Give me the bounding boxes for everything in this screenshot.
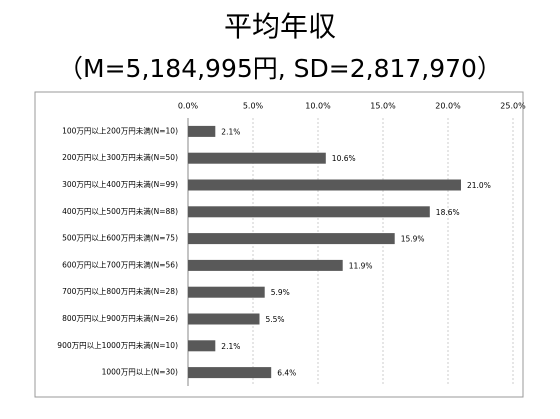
category-label: 800万円以上900万円未満(N=26) bbox=[62, 313, 178, 323]
value-label: 5.9% bbox=[271, 288, 290, 297]
x-tick-label: 10.0% bbox=[305, 102, 331, 111]
bar bbox=[188, 152, 326, 164]
bar bbox=[188, 313, 260, 325]
category-label: 600万円以上700万円未満(N=56) bbox=[62, 259, 178, 269]
category-label: 1000万円以上(N=30) bbox=[102, 368, 178, 377]
bar bbox=[188, 367, 272, 379]
bar bbox=[188, 125, 216, 137]
bar bbox=[188, 286, 265, 298]
bar bbox=[188, 259, 343, 271]
x-tick-label: 15.0% bbox=[370, 102, 396, 111]
category-label: 300万円以上400万円未満(N=99) bbox=[62, 179, 178, 189]
bar bbox=[188, 206, 430, 218]
value-label: 10.6% bbox=[332, 154, 356, 163]
x-tick-label: 25.0% bbox=[500, 102, 526, 111]
chart-title: 平均年収 bbox=[224, 10, 336, 43]
bar bbox=[188, 233, 395, 245]
bar bbox=[188, 340, 216, 352]
chart-frame bbox=[34, 91, 524, 398]
category-label: 700万円以上800万円未満(N=28) bbox=[62, 286, 178, 296]
value-label: 6.4% bbox=[277, 369, 296, 378]
bar bbox=[188, 179, 461, 191]
x-tick-label: 0.0% bbox=[178, 102, 199, 111]
x-tick-label: 20.0% bbox=[435, 102, 461, 111]
category-label: 100万円以上200万円未満(N=10) bbox=[62, 125, 178, 135]
category-label: 500万円以上600万円未満(N=75) bbox=[62, 233, 178, 243]
value-label: 2.1% bbox=[221, 342, 240, 351]
value-label: 15.9% bbox=[401, 235, 425, 244]
value-label: 2.1% bbox=[221, 127, 240, 136]
x-tick-label: 5.0% bbox=[243, 102, 264, 111]
value-label: 18.6% bbox=[436, 208, 460, 217]
category-label: 400万円以上500万円未満(N=88) bbox=[62, 206, 178, 216]
value-label: 11.9% bbox=[349, 261, 373, 270]
category-label: 200万円以上300万円未満(N=50) bbox=[62, 152, 178, 162]
chart-subtitle: （M=5,184,995円, SD=2,817,970） bbox=[58, 54, 502, 83]
value-label: 21.0% bbox=[467, 181, 491, 190]
category-label: 900万円以上1000万円未満(N=10) bbox=[57, 340, 178, 350]
value-label: 5.5% bbox=[266, 315, 285, 324]
